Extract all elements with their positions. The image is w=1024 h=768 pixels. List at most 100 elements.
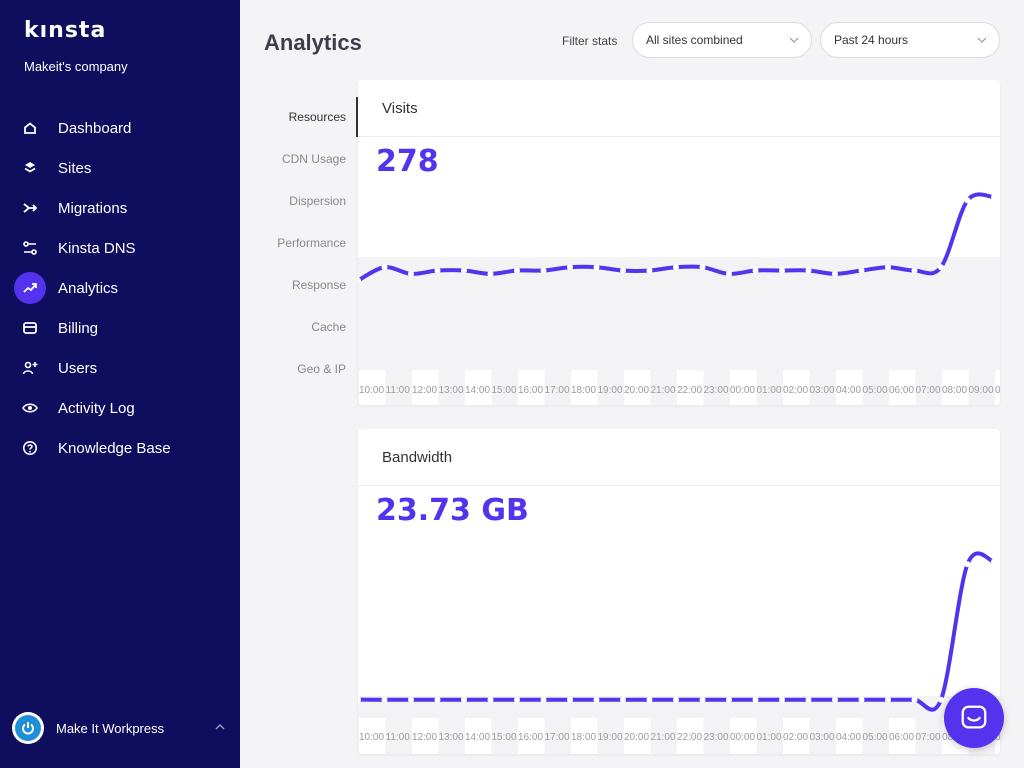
- x-band-stripe: [730, 718, 757, 754]
- sidebar-item-label: Sites: [58, 159, 92, 177]
- chevron-up-icon[interactable]: [214, 721, 226, 733]
- bandwidth-chart: 10:00 11:00 12:00 13:00 14:00 15:00 16:00 17:00…: [358, 551, 1000, 754]
- x-tick-label: 12:00: [412, 385, 437, 396]
- x-tick-label: 20:00: [624, 732, 649, 743]
- data-point: [726, 270, 732, 277]
- merge-icon: [14, 192, 46, 224]
- x-tick-label: 13:00: [439, 385, 464, 396]
- sidebar-item-activity-log[interactable]: Activity Log: [0, 388, 240, 428]
- tab-resources[interactable]: Resources: [264, 96, 358, 138]
- data-point: [646, 696, 653, 703]
- sidebar-item-kinsta-dns[interactable]: Kinsta DNS: [0, 228, 240, 268]
- dns-icon: [14, 232, 46, 264]
- chat-icon: [961, 705, 987, 729]
- period-select-value: Past 24 hours: [834, 33, 909, 47]
- tab-cdn-usage[interactable]: CDN Usage: [281, 152, 346, 166]
- sidebar-item-billing[interactable]: Billing: [0, 308, 240, 348]
- x-band-stripe: [677, 370, 704, 405]
- chat-launcher-button[interactable]: [944, 688, 1004, 748]
- x-tick-label: 21:00: [651, 385, 676, 396]
- x-tick-label: 05:00: [863, 732, 888, 743]
- data-point: [381, 696, 388, 703]
- data-point: [885, 696, 891, 703]
- data-point: [673, 696, 679, 703]
- period-select[interactable]: Past 24 hours: [820, 22, 1000, 58]
- tab-cache[interactable]: Cache: [311, 320, 346, 334]
- data-point: [620, 267, 626, 274]
- visits-value: 278: [376, 144, 439, 179]
- data-point: [646, 267, 653, 274]
- x-band-stripe: [889, 370, 916, 405]
- series-line: [358, 551, 995, 712]
- x-band-stripe: [624, 370, 651, 405]
- x-tick-label: 07:00: [916, 385, 941, 396]
- data-point: [567, 696, 573, 703]
- user-plus-icon: [14, 352, 46, 384]
- data-point: [858, 267, 865, 274]
- x-tick-label: 04:00: [836, 732, 861, 743]
- tab-geo-ip[interactable]: Geo & IP: [297, 362, 346, 376]
- x-band-stripe: [359, 370, 386, 405]
- data-point: [540, 267, 547, 274]
- kinsta-logo[interactable]: kınsta: [24, 18, 107, 43]
- sidebar-item-users[interactable]: Users: [0, 348, 240, 388]
- sidebar-item-knowledge-base[interactable]: Knowledge Base: [0, 428, 240, 468]
- data-point: [408, 696, 414, 703]
- data-point: [991, 194, 997, 200]
- data-point: [885, 264, 891, 271]
- x-tick-label: 06:00: [889, 732, 914, 743]
- help-circle-icon: [14, 432, 46, 464]
- data-point: [461, 267, 467, 274]
- home-icon: [14, 112, 46, 144]
- data-point: [358, 277, 361, 284]
- chevron-down-icon: [977, 37, 987, 43]
- sidebar-item-analytics[interactable]: Analytics: [0, 268, 240, 308]
- x-tick-label: 15:00: [492, 732, 517, 743]
- data-point: [779, 267, 785, 274]
- data-point: [832, 270, 838, 277]
- x-band-stripe: [995, 370, 1000, 405]
- data-point: [408, 270, 414, 277]
- tab-response[interactable]: Response: [291, 278, 346, 292]
- account-switcher[interactable]: Make It Workpress: [12, 711, 232, 745]
- data-point: [540, 696, 547, 703]
- company-name: Makeit's company: [24, 59, 128, 74]
- x-band-stripe: [518, 370, 545, 405]
- page-title: Analytics: [264, 30, 362, 55]
- tab-dispersion[interactable]: Dispersion: [289, 194, 346, 208]
- sidebar-item-migrations[interactable]: Migrations: [0, 188, 240, 228]
- data-point: [964, 197, 971, 204]
- x-tick-label: 12:00: [412, 732, 437, 743]
- x-band-stripe: [465, 370, 492, 405]
- chevron-down-icon: [789, 37, 799, 43]
- visits-card-title: Visits: [358, 80, 1000, 137]
- account-name: Make It Workpress: [56, 720, 165, 736]
- trending-up-icon: [14, 272, 46, 304]
- sidebar-item-label: Knowledge Base: [58, 439, 171, 457]
- data-point: [434, 696, 441, 703]
- x-tick-label: 08:00: [942, 385, 967, 396]
- x-band-stripe: [730, 370, 757, 405]
- x-tick-label: 18:00: [571, 385, 596, 396]
- sidebar-item-sites[interactable]: Sites: [0, 148, 240, 188]
- x-tick-label: 09:00: [969, 385, 994, 396]
- x-band-stripe: [889, 718, 916, 754]
- x-tick-label: 06:00: [889, 385, 914, 396]
- data-point: [752, 696, 759, 703]
- data-point: [434, 267, 441, 274]
- data-point: [487, 696, 494, 703]
- x-tick-label: 22:00: [677, 732, 702, 743]
- data-point: [779, 696, 785, 703]
- data-point: [673, 264, 679, 271]
- data-point: [938, 264, 944, 271]
- tab-performance[interactable]: Performance: [277, 236, 346, 250]
- x-band-stripe: [783, 718, 810, 754]
- data-point: [381, 264, 388, 271]
- x-tick-label: 23:00: [704, 385, 729, 396]
- sidebar-item-label: Dashboard: [58, 119, 132, 137]
- x-tick-label: 14:00: [465, 385, 490, 396]
- data-point: [358, 696, 361, 703]
- x-band-stripe: [783, 370, 810, 405]
- sites-select[interactable]: All sites combined: [632, 22, 812, 58]
- sidebar-item-dashboard[interactable]: Dashboard: [0, 108, 240, 148]
